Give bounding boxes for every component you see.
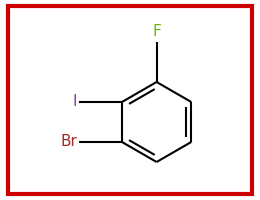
- Text: F: F: [152, 24, 161, 39]
- Text: Br: Br: [60, 134, 77, 149]
- Text: I: I: [72, 94, 77, 109]
